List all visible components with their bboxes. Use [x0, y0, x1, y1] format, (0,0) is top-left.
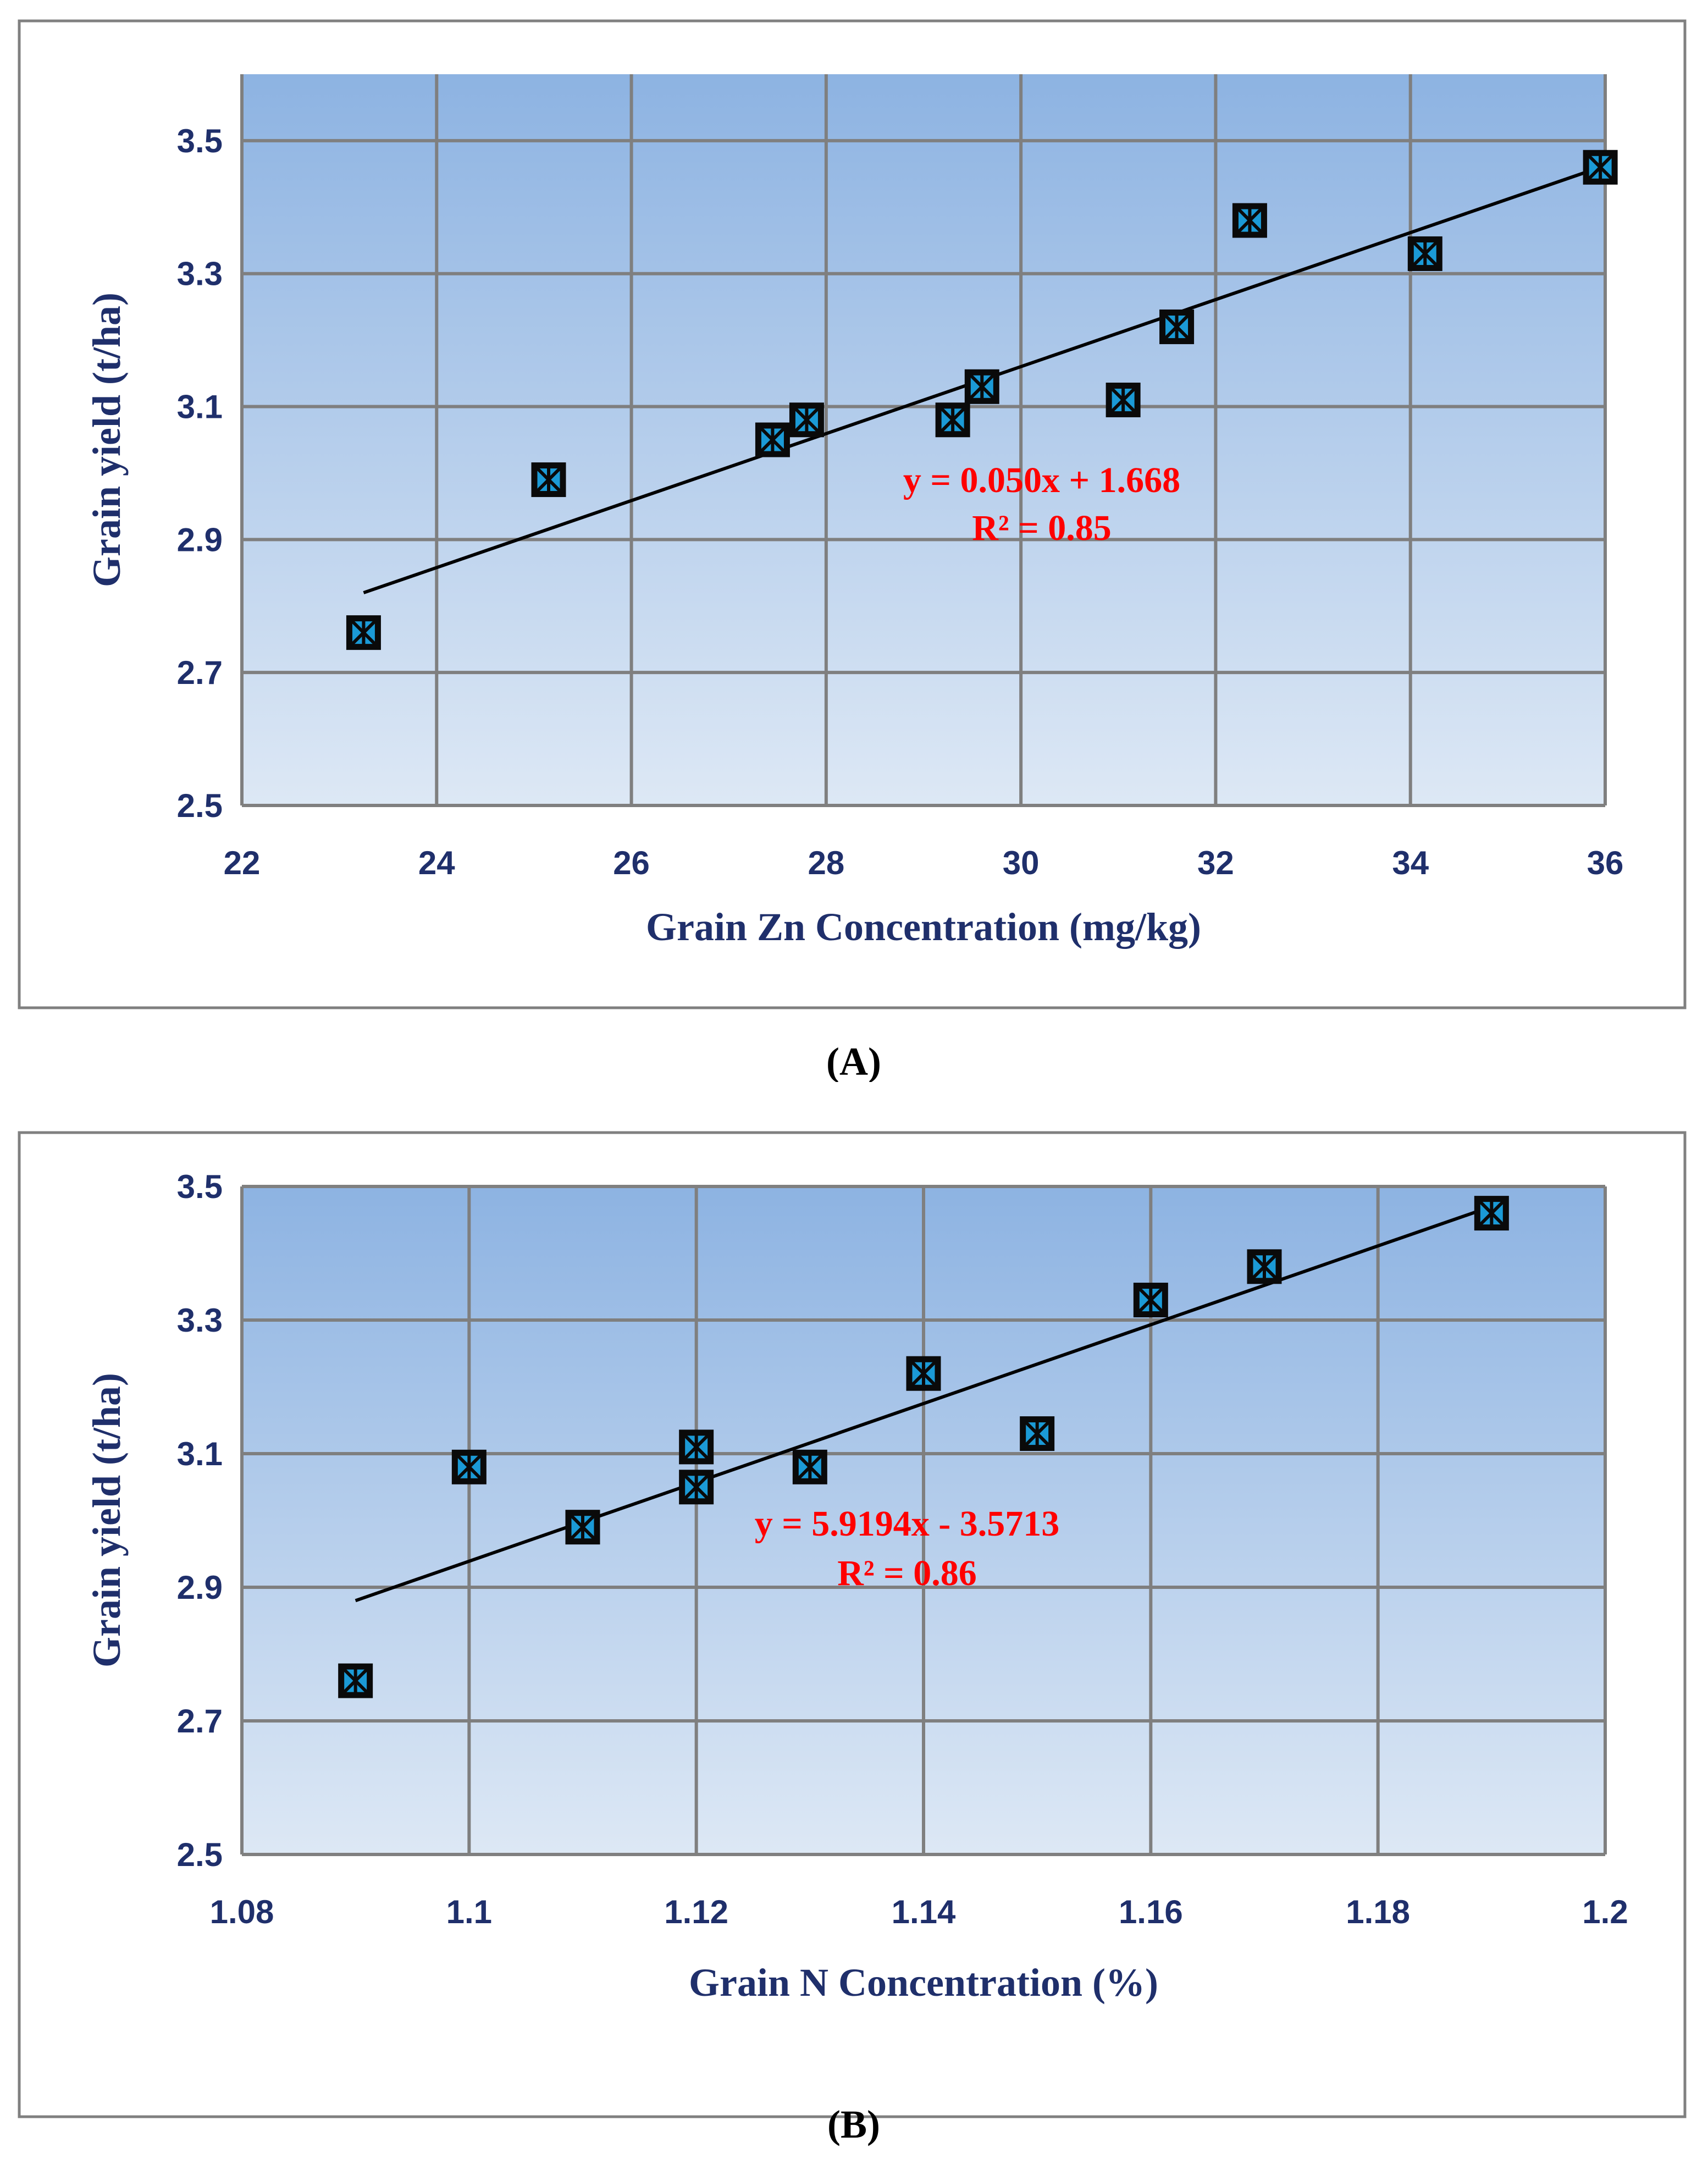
x-tick-label: 1.18	[1346, 1894, 1410, 1930]
x-tick-label: 30	[1003, 844, 1040, 881]
chart-frame	[18, 1131, 1687, 2118]
x-axis-title: Grain N Concentration (%)	[689, 1961, 1158, 2005]
data-point	[531, 462, 566, 498]
x-tick-label: 32	[1197, 844, 1234, 881]
x-tick-label: 1.16	[1119, 1894, 1183, 1930]
data-point	[679, 1429, 714, 1465]
data-point	[1583, 150, 1618, 185]
data-point	[1407, 236, 1442, 271]
chart-b: 1.08 1.1 1.12 1.14 1.16 1.18 1.2 2.5 2.7 2.9 3.1 3.…	[18, 1131, 1687, 2146]
y-tick-label: 3.3	[177, 256, 223, 292]
r-squared-label: R² = 0.85	[972, 508, 1112, 548]
x-tick-label: 36	[1587, 844, 1624, 881]
x-tick-label: 24	[418, 844, 455, 881]
x-tick-label: 1.1	[446, 1894, 492, 1930]
data-point	[346, 615, 381, 650]
trendline	[355, 1205, 1493, 1603]
x-axis-title: Grain Zn Concentration (mg/kg)	[646, 905, 1201, 949]
x-tick-label: 1.2	[1582, 1894, 1628, 1930]
y-tick-label: 3.5	[177, 123, 223, 159]
data-point	[679, 1470, 714, 1505]
x-tick-label: 1.08	[210, 1894, 274, 1930]
chart-a: 22 24 26 28 30 32 34 36 2.5 2.7 2.9 3.1 3.3 3.5 y = 0…	[18, 19, 1687, 1082]
data-point	[755, 422, 790, 457]
data-point	[789, 402, 824, 438]
y-tick-label: 2.5	[177, 787, 223, 824]
data-point	[964, 369, 999, 404]
y-axis-title: Grain yield (t/ha)	[85, 1373, 129, 1668]
data-point	[1133, 1283, 1168, 1318]
x-tick-label: 28	[808, 844, 844, 881]
x-tick-label: 22	[224, 844, 261, 881]
y-tick-label: 2.9	[177, 521, 223, 558]
y-tick-label: 2.9	[177, 1569, 223, 1606]
data-point	[1159, 309, 1195, 344]
equation-label: y = 0.050x + 1.668	[903, 460, 1180, 500]
data-point	[338, 1663, 373, 1698]
y-tick-label: 2.7	[177, 1703, 223, 1740]
y-tick-label: 2.7	[177, 654, 223, 691]
y-tick-label: 3.5	[177, 1168, 223, 1205]
panel-label-a: (A)	[826, 1040, 881, 1082]
data-point	[792, 1449, 827, 1484]
data-point	[1232, 203, 1267, 238]
data-point	[565, 1510, 600, 1545]
y-axis-title: Grain yield (t/ha)	[85, 292, 129, 587]
x-tick-label: 34	[1392, 844, 1429, 881]
chart-frame	[18, 19, 1687, 1009]
data-point	[1474, 1196, 1509, 1231]
y-tick-label: 3.3	[177, 1302, 223, 1339]
data-point	[935, 402, 970, 438]
plot-area	[242, 74, 1605, 805]
data-point	[1247, 1249, 1282, 1284]
y-tick-label: 3.1	[177, 389, 223, 426]
data-point	[451, 1449, 487, 1484]
y-tick-label: 3.1	[177, 1436, 223, 1472]
data-point	[1020, 1416, 1055, 1451]
data-point	[906, 1356, 941, 1391]
equation-label: y = 5.9194x - 3.5713	[755, 1504, 1060, 1544]
x-tick-label: 26	[613, 844, 650, 881]
r-squared-label: R² = 0.86	[837, 1553, 977, 1593]
y-tick-label: 2.5	[177, 1836, 223, 1873]
data-point	[1105, 382, 1141, 417]
panel-label-b: (B)	[827, 2102, 880, 2146]
x-tick-label: 1.14	[892, 1894, 956, 1930]
x-tick-label: 1.12	[664, 1894, 728, 1930]
